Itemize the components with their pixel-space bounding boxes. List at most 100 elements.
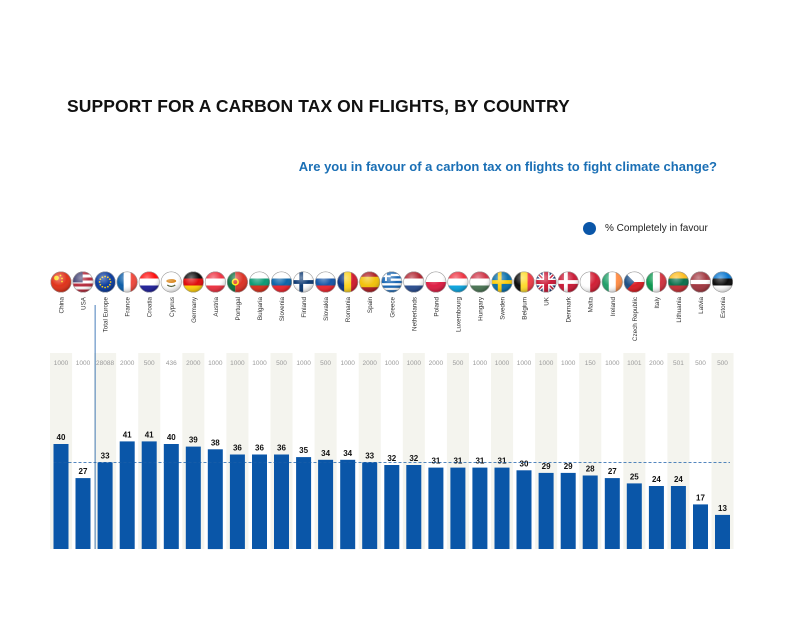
category-label: UK bbox=[544, 296, 551, 306]
value-label: 29 bbox=[542, 462, 551, 471]
bar bbox=[450, 467, 466, 549]
value-label: 31 bbox=[498, 457, 507, 466]
bar bbox=[274, 454, 289, 549]
sample-size-label: 500 bbox=[320, 360, 331, 367]
bar bbox=[582, 475, 598, 549]
bar bbox=[141, 441, 157, 549]
value-label: 32 bbox=[387, 454, 396, 463]
value-label: 34 bbox=[321, 449, 330, 458]
flag-rim bbox=[557, 271, 579, 293]
bar bbox=[207, 449, 223, 550]
value-label: 40 bbox=[167, 433, 176, 442]
flag-rim bbox=[447, 271, 469, 293]
sample-size-label: 1000 bbox=[517, 360, 532, 367]
value-label: 33 bbox=[365, 451, 374, 460]
flag-rim bbox=[72, 271, 94, 293]
flag-rim bbox=[337, 271, 359, 293]
value-label: 31 bbox=[475, 457, 484, 466]
bar bbox=[428, 467, 444, 549]
value-label: 17 bbox=[696, 493, 705, 502]
value-label: 28 bbox=[586, 465, 595, 474]
value-label: 35 bbox=[299, 446, 308, 455]
flag-rim bbox=[513, 271, 535, 293]
category-label: Cyprus bbox=[169, 297, 176, 317]
sample-size-label: 1001 bbox=[627, 360, 642, 367]
sample-size-label: 500 bbox=[695, 360, 706, 367]
flag-rim bbox=[270, 271, 292, 293]
value-label: 36 bbox=[255, 444, 264, 453]
bar bbox=[97, 462, 113, 549]
sample-size-label: 1000 bbox=[605, 360, 620, 367]
sample-size-label: 1000 bbox=[230, 360, 245, 367]
category-label: Greece bbox=[389, 297, 396, 318]
flag-rim bbox=[667, 271, 689, 293]
flag-rim bbox=[645, 271, 667, 293]
flag-rim bbox=[248, 271, 270, 293]
bar bbox=[626, 483, 642, 549]
sample-size-label: 1000 bbox=[407, 360, 422, 367]
sample-size-label: 2000 bbox=[362, 360, 377, 367]
flag-rim bbox=[116, 271, 138, 293]
category-label: Latvia bbox=[698, 297, 705, 314]
legend-swatch bbox=[583, 222, 596, 235]
sample-size-label: 1000 bbox=[252, 360, 267, 367]
flag-rim bbox=[204, 271, 226, 293]
flag-rim bbox=[138, 271, 160, 293]
bar bbox=[648, 486, 664, 549]
value-label: 13 bbox=[718, 504, 727, 513]
category-label: Finland bbox=[301, 297, 308, 318]
flag-rim bbox=[50, 271, 72, 293]
value-label: 41 bbox=[145, 430, 154, 439]
sample-size-label: 1000 bbox=[539, 360, 554, 367]
category-label: Romania bbox=[345, 297, 352, 323]
category-label: Slovakia bbox=[323, 297, 330, 321]
category-label: Netherlands bbox=[411, 297, 418, 331]
value-label: 27 bbox=[608, 467, 617, 476]
flag-rim bbox=[491, 271, 513, 293]
category-label: Italy bbox=[654, 296, 661, 308]
sample-size-label: 500 bbox=[717, 360, 728, 367]
sample-size-label: 436 bbox=[166, 360, 177, 367]
category-label: Hungary bbox=[477, 296, 484, 321]
value-label: 38 bbox=[211, 438, 220, 447]
category-label: Portugal bbox=[235, 297, 242, 320]
sample-size-label: 1000 bbox=[340, 360, 355, 367]
value-label: 33 bbox=[101, 451, 110, 460]
bar bbox=[185, 446, 201, 549]
sample-size-label: 501 bbox=[673, 360, 684, 367]
bar bbox=[560, 472, 576, 549]
category-label: Sweden bbox=[500, 297, 507, 320]
category-label: France bbox=[125, 297, 132, 317]
category-label: Germany bbox=[191, 296, 198, 323]
sample-size-label: 500 bbox=[144, 360, 155, 367]
value-label: 36 bbox=[277, 444, 286, 453]
value-label: 25 bbox=[630, 472, 639, 481]
category-label: Croatia bbox=[147, 297, 154, 318]
bar bbox=[119, 441, 135, 549]
category-label: Malta bbox=[588, 297, 595, 313]
sample-size-label: 2000 bbox=[186, 360, 201, 367]
sample-size-label: 1000 bbox=[385, 360, 400, 367]
value-label: 31 bbox=[431, 457, 440, 466]
flag-rim bbox=[381, 271, 403, 293]
sample-size-label: 1000 bbox=[54, 360, 69, 367]
bar bbox=[340, 459, 356, 550]
bar bbox=[53, 444, 69, 549]
column-stripe bbox=[711, 353, 734, 549]
category-label: Slovenia bbox=[279, 297, 286, 322]
sample-size-label: 2000 bbox=[429, 360, 444, 367]
flag-rim bbox=[689, 271, 711, 293]
category-label: Total Europe bbox=[103, 297, 110, 333]
sample-size-label: 1000 bbox=[473, 360, 488, 367]
value-label: 27 bbox=[79, 467, 88, 476]
value-label: 31 bbox=[453, 457, 462, 466]
bar bbox=[472, 467, 488, 549]
value-label: 39 bbox=[189, 436, 198, 445]
value-label: 32 bbox=[409, 454, 418, 463]
bar bbox=[229, 454, 245, 549]
bar bbox=[406, 465, 422, 549]
category-label: Ireland bbox=[610, 297, 617, 317]
flag-rim bbox=[226, 271, 248, 293]
category-label: Denmark bbox=[566, 296, 573, 322]
bar bbox=[516, 470, 532, 550]
